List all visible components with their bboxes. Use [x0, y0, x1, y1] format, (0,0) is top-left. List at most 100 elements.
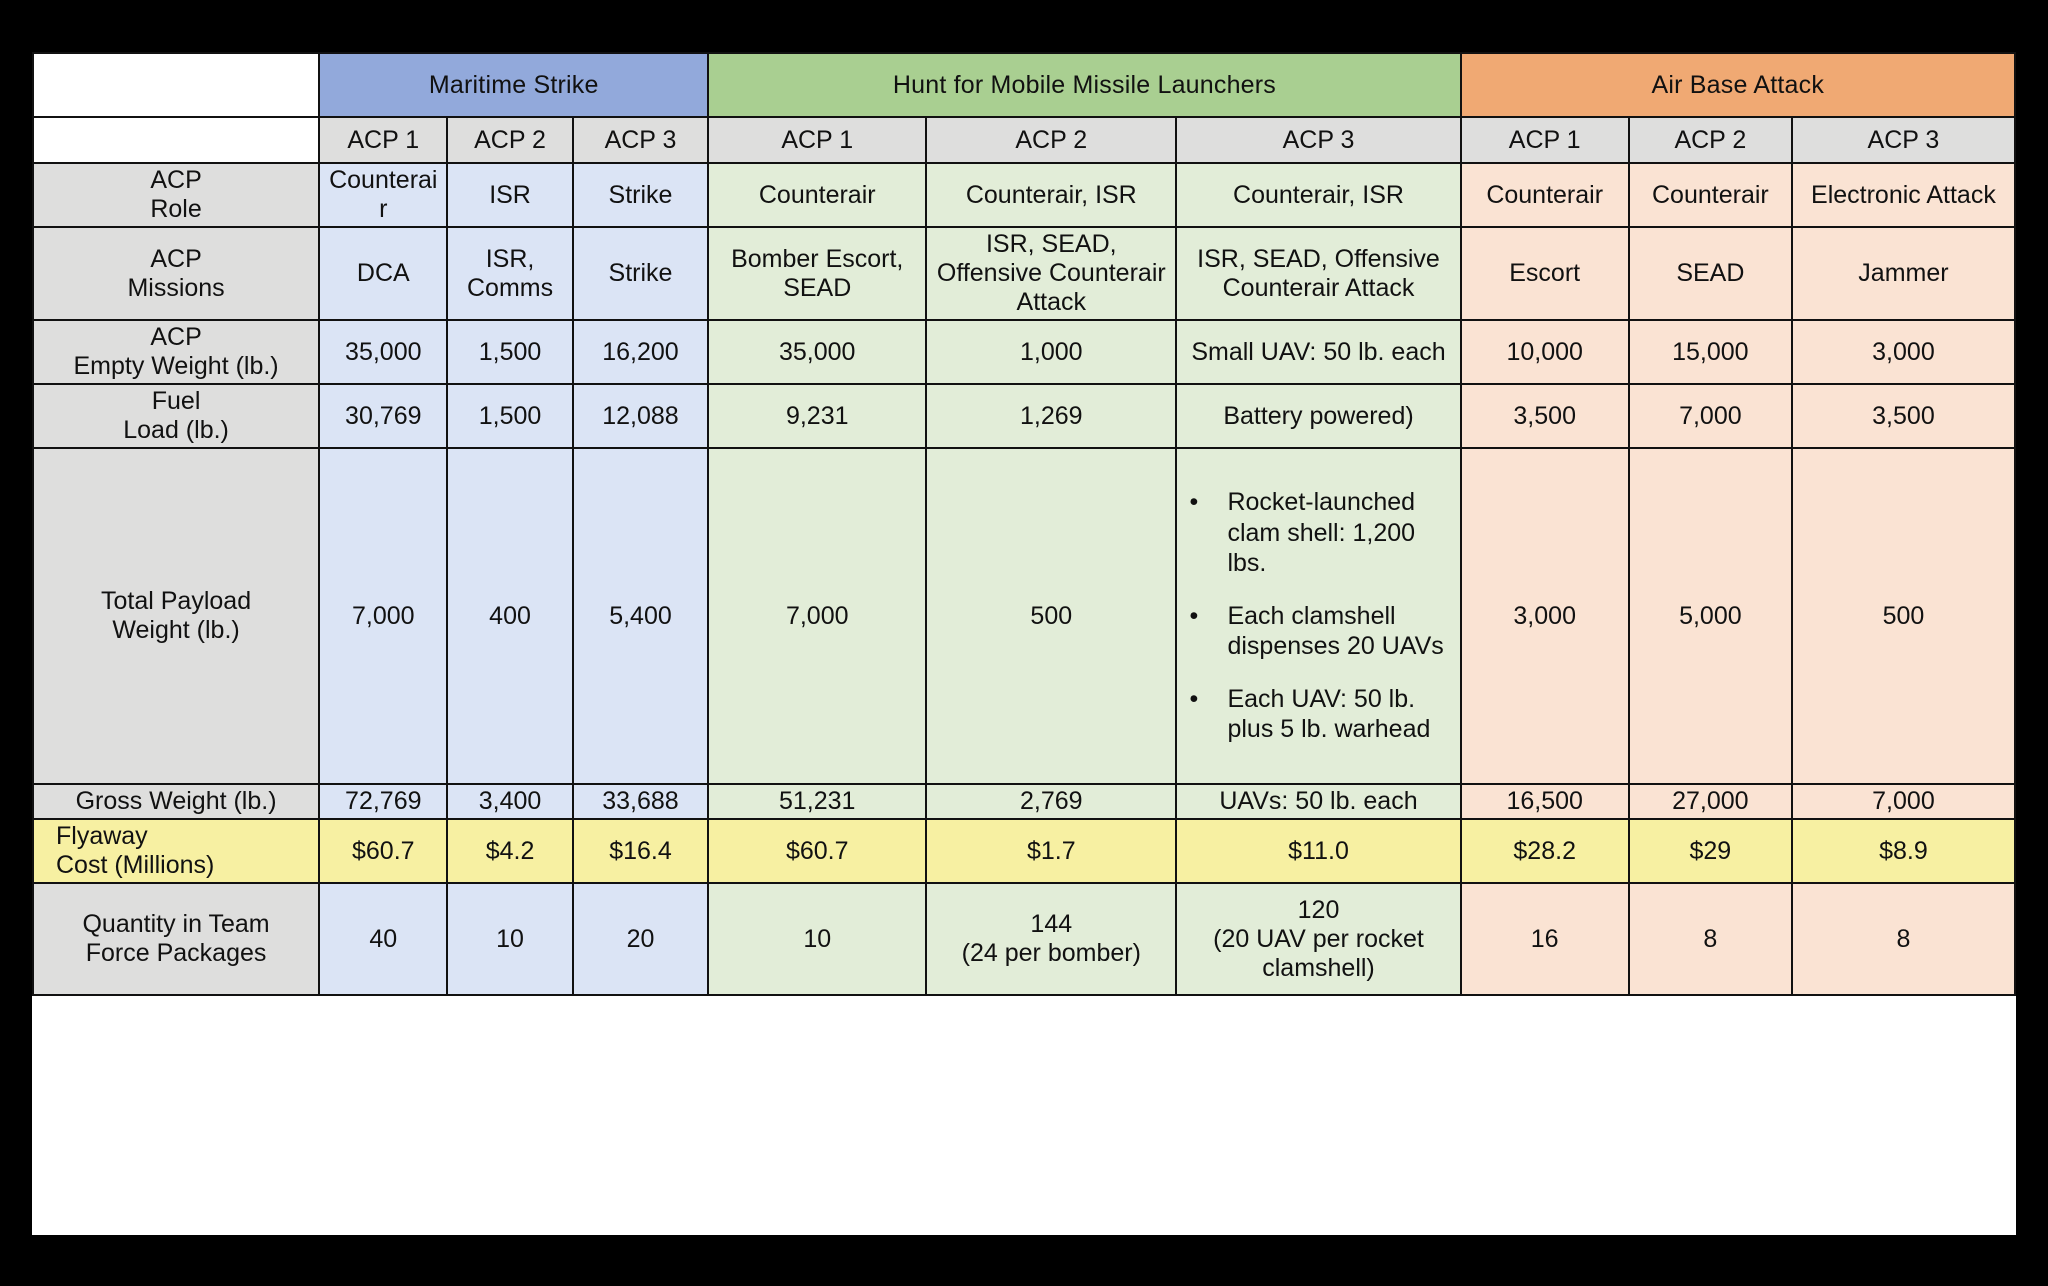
row-label-fuel-load: Fuel Load (lb.) [31, 383, 321, 449]
cell-gross-weight-ms-acp2: 3,400 [446, 783, 574, 820]
cell-fuel-load-ms-acp3: 12,088 [571, 383, 710, 449]
cell-flyaway-cost-hm-acp3: $11.0 [1175, 818, 1462, 884]
cell-quantity-hm-acp2: 144 (24 per bomber) [925, 882, 1178, 996]
cell-quantity-hm-acp1: 10 [707, 882, 928, 996]
cell-empty-weight-ms-acp2: 1,500 [446, 319, 574, 385]
bullet-dot-icon-2: • [1189, 601, 1199, 630]
table-row-empty-weight: ACP Empty Weight (lb.) 35,000 1,500 16,2… [31, 319, 2017, 385]
cell-quantity-ab-acp3: 8 [1790, 882, 2017, 996]
table-sheet: Maritime Strike Hunt for Mobile Missile … [31, 52, 2017, 1235]
cell-acp-role-hm-acp1: Counterair [707, 162, 928, 228]
cell-acp-missions-hm-acp3: ISR, SEAD, Offensive Counterair Attack [1175, 226, 1462, 321]
row-label-acp-role-line1: ACP [150, 166, 202, 194]
bullet-dot-icon-3: • [1189, 684, 1199, 713]
corner-blank-cell [31, 52, 321, 118]
table-row-column-headers: ACP 1 ACP 2 ACP 3 ACP 1 ACP 2 ACP 3 ACP … [31, 116, 2017, 164]
table-row-gross-weight: Gross Weight (lb.) 72,769 3,400 33,688 5… [31, 783, 2017, 820]
cell-empty-weight-ms-acp1: 35,000 [318, 319, 449, 385]
cell-gross-weight-ab-acp1: 16,500 [1459, 783, 1630, 820]
table-row-fuel-load: Fuel Load (lb.) 30,769 1,500 12,088 9,23… [31, 383, 2017, 449]
payload-bullet-list: • Rocket-launched clam shell: 1,200 lbs.… [1183, 487, 1453, 745]
row-label-acp-missions-line1: ACP [150, 244, 202, 273]
cell-acp-role-hm-acp2: Counterair, ISR [925, 162, 1178, 228]
cell-gross-weight-hm-acp1: 51,231 [707, 783, 928, 820]
cell-gross-weight-ab-acp2: 27,000 [1627, 783, 1793, 820]
row-label-fuel-load-line1: Fuel [151, 387, 201, 415]
table-row-flyaway-cost: Flyaway Cost (Millions) $60.7 $4.2 $16.4… [31, 818, 2017, 884]
cell-fuel-load-hm-acp3: Battery powered) [1175, 383, 1462, 449]
cell-payload-ab-acp1: 3,000 [1459, 447, 1630, 785]
column-header-hm-acp3: ACP 3 [1175, 116, 1462, 164]
column-header-ab-acp2: ACP 2 [1627, 116, 1793, 164]
cell-empty-weight-ms-acp3: 16,200 [571, 319, 710, 385]
column-header-hm-acp1: ACP 1 [707, 116, 928, 164]
row-label-acp-role-line2: Role [150, 195, 202, 223]
cell-gross-weight-ms-acp1: 72,769 [318, 783, 449, 820]
cell-acp-missions-ms-acp1: DCA [318, 226, 449, 321]
cell-acp-missions-ms-acp2: ISR, Comms [446, 226, 574, 321]
row-label-acp-missions: ACP Missions [31, 226, 321, 321]
row-label-payload-line1: Total Payload [101, 587, 252, 615]
cell-flyaway-cost-ms-acp3: $16.4 [571, 818, 710, 884]
cell-fuel-load-ab-acp3: 3,500 [1790, 383, 2017, 449]
cell-quantity-ms-acp2: 10 [446, 882, 574, 996]
cell-fuel-load-ms-acp1: 30,769 [318, 383, 449, 449]
cell-fuel-load-ms-acp2: 1,500 [446, 383, 574, 449]
group-header-maritime-strike: Maritime Strike [318, 52, 710, 118]
cell-quantity-ms-acp3: 20 [571, 882, 710, 996]
cell-quantity-ab-acp2: 8 [1627, 882, 1793, 996]
row-label-empty-weight: ACP Empty Weight (lb.) [31, 319, 321, 385]
bullet-dot-icon-1: • [1189, 488, 1199, 517]
row-label-acp-missions-line2: Missions [127, 273, 225, 302]
cell-gross-weight-ms-acp3: 33,688 [571, 783, 710, 820]
cell-payload-ab-acp2: 5,000 [1627, 447, 1793, 785]
row-label-payload-line2: Weight (lb.) [112, 616, 240, 644]
cell-acp-missions-ab-acp1: Escort [1459, 226, 1630, 321]
cell-empty-weight-ab-acp1: 10,000 [1459, 319, 1630, 385]
cell-payload-ms-acp2: 400 [446, 447, 574, 785]
row-label-quantity-line2: Force Packages [85, 939, 267, 967]
cell-gross-weight-ab-acp3: 7,000 [1790, 783, 2017, 820]
cell-flyaway-cost-ms-acp1: $60.7 [318, 818, 449, 884]
payload-bullet-text-1: Rocket-launched clam shell: 1,200 lbs. [1227, 488, 1416, 578]
row-label-quantity-line1: Quantity in Team [82, 910, 270, 938]
payload-bullet-item-1: • Rocket-launched clam shell: 1,200 lbs. [1183, 487, 1453, 579]
row-label-acp-role: ACP Role [31, 162, 321, 228]
cell-empty-weight-hm-acp2: 1,000 [925, 319, 1178, 385]
cell-flyaway-cost-hm-acp1: $60.7 [707, 818, 928, 884]
corner-blank-cell-2 [31, 116, 321, 164]
row-label-gross-weight: Gross Weight (lb.) [31, 783, 321, 820]
group-header-hunt-mobile-missile-launchers: Hunt for Mobile Missile Launchers [707, 52, 1462, 118]
row-label-fuel-load-line2: Load (lb.) [123, 416, 229, 444]
cell-fuel-load-hm-acp1: 9,231 [707, 383, 928, 449]
table-row-acp-role: ACP Role Counterair ISR Strike Counterai… [31, 162, 2017, 228]
cell-payload-ms-acp3: 5,400 [571, 447, 710, 785]
cell-empty-weight-ab-acp3: 3,000 [1790, 319, 2017, 385]
table-row-acp-missions: ACP Missions DCA ISR, Comms Strike Bombe… [31, 226, 2017, 321]
cell-quantity-ms-acp1: 40 [318, 882, 449, 996]
row-label-quantity: Quantity in Team Force Packages [31, 882, 321, 996]
row-label-flyaway-line2: Cost (Millions) [56, 851, 215, 879]
row-label-empty-weight-line1: ACP [150, 323, 202, 351]
cell-acp-role-ab-acp2: Counterair [1627, 162, 1793, 228]
cell-payload-ab-acp3: 500 [1790, 447, 2017, 785]
cell-empty-weight-hm-acp1: 35,000 [707, 319, 928, 385]
row-label-flyaway-cost: Flyaway Cost (Millions) [31, 818, 321, 884]
column-header-hm-acp2: ACP 2 [925, 116, 1178, 164]
column-header-ab-acp3: ACP 3 [1790, 116, 2017, 164]
cell-flyaway-cost-ab-acp3: $8.9 [1790, 818, 2017, 884]
cell-acp-role-ab-acp1: Counterair [1459, 162, 1630, 228]
cell-acp-role-ms-acp1: Counterair [318, 162, 449, 228]
row-label-flyaway-line1: Flyaway [56, 822, 148, 850]
cell-acp-missions-hm-acp2: ISR, SEAD, Offensive Counterair Attack [925, 226, 1178, 321]
cell-acp-missions-ab-acp2: SEAD [1627, 226, 1793, 321]
cell-acp-missions-ms-acp3: Strike [571, 226, 710, 321]
cell-payload-hm-acp3-bullets: • Rocket-launched clam shell: 1,200 lbs.… [1175, 447, 1462, 785]
cell-flyaway-cost-ab-acp2: $29 [1627, 818, 1793, 884]
cell-acp-role-ms-acp3: Strike [571, 162, 710, 228]
cell-acp-role-hm-acp3: Counterair, ISR [1175, 162, 1462, 228]
row-label-total-payload-weight: Total Payload Weight (lb.) [31, 447, 321, 785]
column-header-ab-acp1: ACP 1 [1459, 116, 1630, 164]
cell-fuel-load-ab-acp2: 7,000 [1627, 383, 1793, 449]
row-label-empty-weight-line2: Empty Weight (lb.) [73, 352, 279, 380]
